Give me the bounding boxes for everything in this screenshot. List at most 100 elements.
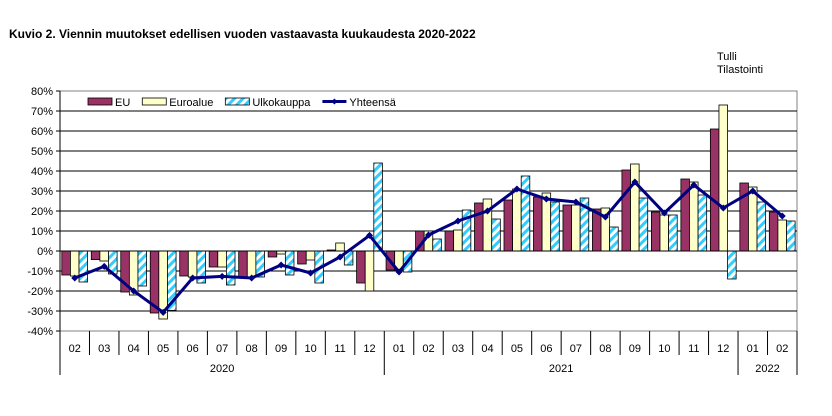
bar-ulkokauppa <box>638 197 649 252</box>
bar-euroalue <box>689 181 699 252</box>
bar-eu <box>621 169 631 252</box>
bar-ulkokauppa <box>225 250 236 286</box>
y-tick-label: -20% <box>27 286 53 298</box>
bar-ulkokauppa <box>756 201 767 252</box>
line-marker <box>454 217 462 225</box>
line-marker <box>690 181 698 189</box>
y-tick-label: 40% <box>31 166 53 178</box>
y-tick-label: -40% <box>27 326 53 338</box>
x-tick-label: 02 <box>776 343 788 355</box>
y-tick-label: 70% <box>31 106 53 118</box>
x-tick-label: 12 <box>717 343 729 355</box>
bar-eu <box>267 250 278 258</box>
bar-ulkokauppa <box>727 250 737 280</box>
x-tick-label: 08 <box>245 343 257 355</box>
bar-eu <box>768 211 779 252</box>
bar-ulkokauppa <box>550 201 560 252</box>
line-marker <box>189 274 197 282</box>
line-marker <box>631 178 639 186</box>
bar-euroalue <box>571 204 581 252</box>
bar-ulkokauppa <box>373 162 383 252</box>
bar-euroalue <box>217 250 227 268</box>
x-tick-label: 11 <box>334 343 345 355</box>
x-tick-label: 10 <box>658 343 670 355</box>
line-marker <box>277 261 285 269</box>
line-marker <box>425 231 432 239</box>
source-label: Tulli Tilastointi <box>717 51 763 77</box>
bar-euroalue <box>364 250 375 292</box>
bar-eu <box>562 204 572 252</box>
line-marker <box>572 198 580 206</box>
bar-eu <box>356 250 366 284</box>
bar-eu <box>474 202 484 252</box>
y-tick-label: 20% <box>31 206 53 218</box>
bar-euroalue <box>630 163 640 252</box>
line-marker <box>248 274 256 282</box>
x-tick-label: 04 <box>128 343 140 355</box>
x-tick-label: 03 <box>452 343 464 355</box>
x-tick-label: 01 <box>747 343 759 355</box>
bar-eu <box>238 250 248 278</box>
bar-ulkokauppa <box>697 194 708 252</box>
line-marker <box>719 204 727 212</box>
x-tick-label: 06 <box>540 343 552 355</box>
y-tick-label: -10% <box>27 266 53 278</box>
bar-eu <box>651 211 661 252</box>
bar-ulkokauppa <box>491 218 501 252</box>
bar-ulkokauppa <box>520 175 531 252</box>
bar-ulkokauppa <box>668 214 678 252</box>
bar-euroalue <box>777 219 787 252</box>
legend-label: EU <box>115 97 130 109</box>
x-tick-label: 09 <box>629 343 641 355</box>
line-marker <box>336 253 344 261</box>
x-tick-label: 09 <box>275 343 287 355</box>
bar-euroalue <box>748 186 758 252</box>
x-tick-label: 04 <box>481 343 493 355</box>
line-marker <box>660 209 668 217</box>
bar-euroalue <box>246 250 257 278</box>
x-tick-label: 02 <box>69 343 81 355</box>
line-marker <box>395 268 403 276</box>
bar-euroalue <box>718 104 728 252</box>
bar-euroalue <box>187 250 198 278</box>
line-marker <box>307 269 315 277</box>
line-marker <box>542 195 550 203</box>
bar-eu <box>503 199 514 252</box>
legend-label: Ulkokauppa <box>252 97 311 109</box>
x-tick-label: 08 <box>599 343 611 355</box>
legend-label: Yhteensä <box>349 97 396 109</box>
bar-euroalue <box>305 250 316 261</box>
bar-ulkokauppa <box>786 220 796 252</box>
legend-swatch-ulkokauppa <box>224 97 250 106</box>
bar-eu <box>208 250 219 268</box>
bar-eu <box>90 250 101 261</box>
line-marker <box>778 212 786 220</box>
y-tick-label: 50% <box>31 146 53 158</box>
bar-eu <box>179 250 189 277</box>
y-tick-label: 30% <box>31 186 53 198</box>
bar-ulkokauppa <box>284 250 295 276</box>
bar-euroalue <box>453 229 463 252</box>
line-marker <box>130 287 138 295</box>
y-tick-label: -30% <box>27 306 53 318</box>
x-tick-label: 11 <box>688 343 699 355</box>
bar-euroalue <box>659 214 670 252</box>
line-marker <box>100 262 108 270</box>
bar-eu <box>297 250 307 265</box>
legend-marker <box>331 98 338 105</box>
bar-euroalue <box>482 198 493 252</box>
bar-ulkokauppa <box>137 250 147 287</box>
legend-label: Euroalue <box>169 97 213 109</box>
bar-eu <box>533 196 543 252</box>
x-tick-label: 05 <box>511 343 523 355</box>
line-marker <box>513 185 521 193</box>
source-line-1: Tulli <box>717 51 737 63</box>
y-tick-label: 80% <box>31 86 53 98</box>
year-label: 2022 <box>755 363 779 375</box>
legend: EU Euroalue Ulkokauppa Yhteensä <box>87 97 397 109</box>
y-tick-label: 60% <box>31 126 53 138</box>
line-marker <box>366 231 374 239</box>
x-tick-label: 06 <box>187 343 199 355</box>
